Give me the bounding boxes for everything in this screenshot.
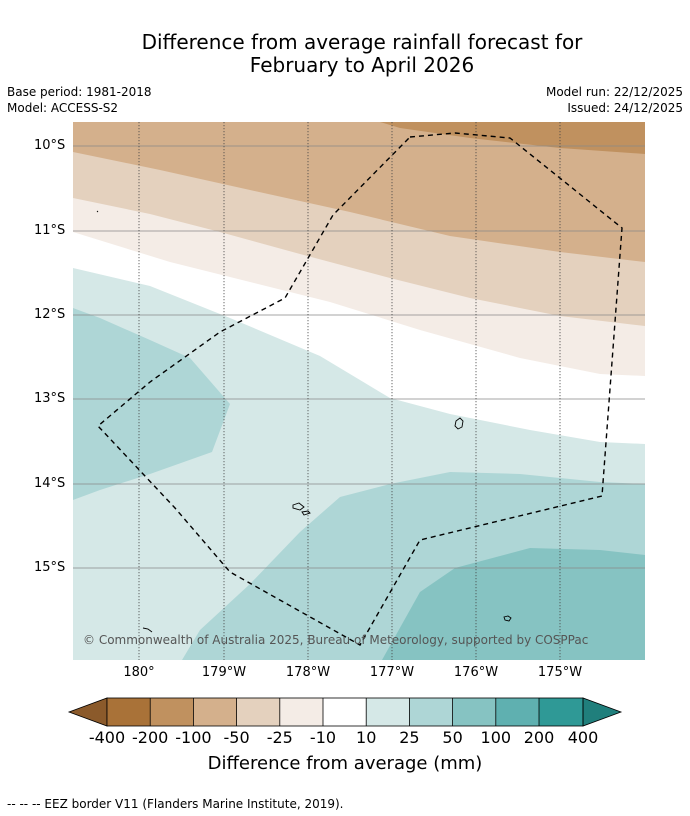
map-title: Difference from average rainfall forecas… [0,31,690,77]
colorbar-label: -10 [309,728,337,747]
eez-legend-note: -- -- -- EEZ border V11 (Flanders Marine… [7,797,344,811]
copyright-notice: © Commonwealth of Australia 2025, Bureau… [83,633,589,647]
title-line-2: February to April 2026 [249,53,475,77]
colorbar [67,697,623,727]
colorbar-bin-8 [409,698,453,726]
base-period: Base period: 1981-2018 [7,85,152,99]
island-uvea [454,417,464,430]
colorbar-bin-1 [107,698,151,726]
colorbar-label: 400 [567,728,599,747]
gridlines [73,145,645,569]
colorbar-bin-3 [193,698,237,726]
colorbar-label: 100 [480,728,512,747]
band-plus-50 [382,548,645,660]
lat-label-12s: 12°S [34,307,66,322]
colorbar-label: 200 [523,728,555,747]
colorbar-bin-10 [495,698,539,726]
lon-label-175w: 175°W [537,665,583,680]
colorbar-label: -200 [132,728,169,747]
colorbar-title: Difference from average (mm) [207,753,483,774]
colorbar-bin-4 [236,698,280,726]
lat-label-14s: 14°S [34,476,66,491]
colorbar-label: -400 [88,728,126,747]
model-run: Model run: 22/12/2025 [545,85,683,99]
colorbar-label: -50 [223,728,250,747]
lon-label-180: 180° [123,665,155,680]
colorbar-label: 10 [356,728,377,747]
colorbar-bin-6 [323,698,367,726]
lat-label-10s: 10°S [34,138,66,153]
model-name: Model: ACCESS-S2 [7,101,119,115]
colorbar-extend-low [67,697,108,727]
title-line-1: Difference from average rainfall forecas… [141,30,583,54]
island-outlines [96,210,512,633]
meta-right: Model run: 22/12/2025 Issued: 24/12/2025 [546,84,683,116]
lat-label-13s: 13°S [34,391,66,406]
island-small-west [142,627,153,633]
colorbar-extend-high [582,697,623,727]
island-futuna [292,502,311,516]
rainfall-anomaly-field [73,122,645,660]
colorbar-bin-7 [366,698,410,726]
lon-label-179w: 179°W [201,665,247,680]
lon-label-177w: 177°W [369,665,415,680]
colorbar-label: -100 [175,728,212,747]
colorbar-label: -25 [266,728,293,747]
colorbar-label: 50 [442,728,463,747]
lon-label-176w: 176°W [453,665,499,680]
colorbar-frame [106,697,584,727]
band-minus-50 [73,122,645,262]
eez-border [96,132,623,646]
colorbar-bin-2 [150,698,194,726]
island-dot-north [96,210,99,213]
colorbar-bin-11 [539,698,583,726]
lon-label-178w: 178°W [285,665,331,680]
colorbar-label: 25 [399,728,420,747]
band-plus-25-west [73,308,230,500]
colorbar-bin-9 [452,698,496,726]
colorbar-tick-labels: -400 -200 -100 -50 -25 -10 10 25 50 100 … [0,728,690,748]
colorbar-bin-5 [279,698,323,726]
lat-label-11s: 11°S [34,223,66,238]
lat-label-15s: 15°S [34,560,66,575]
issued-date: Issued: 24/12/2025 [567,101,683,115]
island-small-east [503,615,512,622]
meta-left: Base period: 1981-2018 Model: ACCESS-S2 [7,84,152,116]
